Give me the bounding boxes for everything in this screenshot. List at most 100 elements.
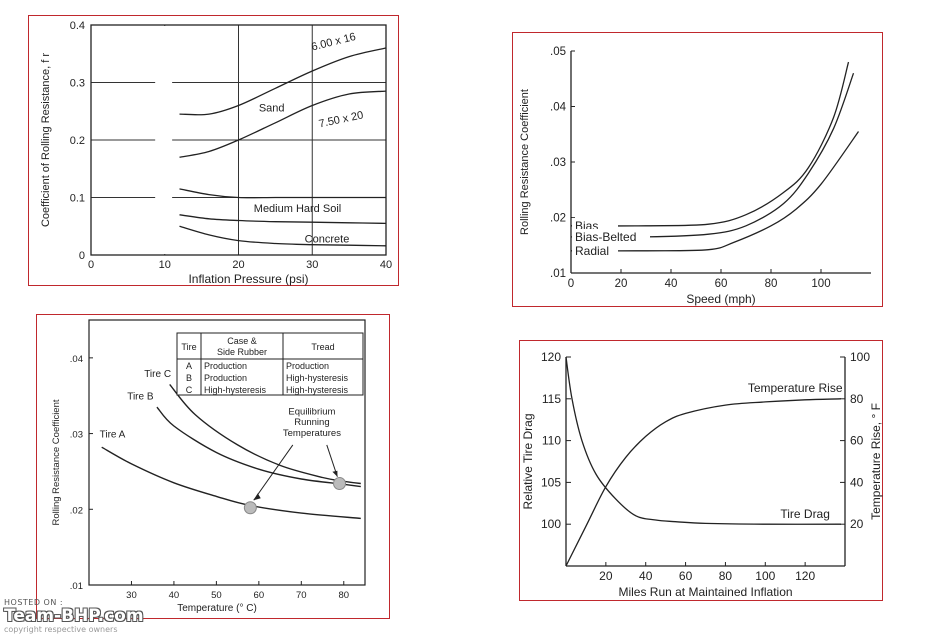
x-tick-label: 40 — [665, 278, 678, 290]
x-tick-label: 50 — [211, 590, 222, 601]
annotation-6-00x16: 6.00 x 16 — [310, 31, 357, 54]
annotation-temperatures: Temperatures — [283, 428, 341, 439]
series-label-bg — [572, 242, 618, 256]
y2-tick-label: 20 — [850, 517, 864, 531]
chart-inflation-pressure: 0 10 20 30 40 0 0.1 0.2 0.3 0.4 Inflation Pressure… — [40, 20, 392, 286]
series-label-bg — [572, 217, 618, 231]
annotation-concrete: Concrete — [305, 233, 350, 245]
annotation-running: Running — [294, 417, 329, 428]
y-axis-label: Coefficient of Rolling Resistance, f r — [40, 53, 52, 227]
series-line — [179, 90, 387, 158]
y-tick-label: 0.2 — [70, 135, 85, 147]
y-tick-label: .01 — [550, 268, 566, 280]
table-cell: B — [186, 373, 192, 383]
chart-panel-inflation: 0 10 20 30 40 0 0.1 0.2 0.3 0.4 Inflation Pressure… — [28, 15, 399, 286]
series-label-temperature-rise: Temperature Rise — [748, 381, 843, 395]
plot-frame — [88, 319, 366, 586]
series-label-bg — [572, 228, 650, 242]
y2-tick-label: 100 — [850, 350, 870, 364]
chart-temperature: 30 40 50 60 70 80 .01 .02 .03 .04 Temperature (° C… — [51, 319, 366, 614]
y2-tick-label: 60 — [850, 434, 864, 448]
x-tick-label: 80 — [765, 278, 778, 290]
x-axis-label: Temperature (° C) — [177, 603, 257, 614]
y-tick-label: 100 — [541, 517, 561, 531]
x-tick-label: 20 — [232, 259, 244, 271]
watermark: HOSTED ON : Team-BHP.com copyright respe… — [4, 598, 204, 636]
series-line — [565, 398, 842, 567]
y-tick-label: .02 — [550, 213, 566, 225]
y-tick-label: .03 — [70, 430, 83, 441]
x-tick-label: 70 — [296, 590, 307, 601]
y-axis-label: Relative Tire Drag — [521, 413, 535, 509]
series-line — [570, 72, 855, 238]
axis-break-gap — [155, 26, 173, 254]
legend-table — [176, 332, 364, 396]
chart-speed: 0 20 40 60 80 100 .01 .02 .03 .04 .05 Speed (mph) Ro… — [519, 46, 871, 306]
y-tick-label: .01 — [70, 581, 83, 592]
series-label: Bias-Belted — [575, 230, 636, 244]
x-tick-label: 60 — [715, 278, 728, 290]
y-tick-label: .03 — [550, 157, 566, 169]
y-tick-label: 120 — [541, 350, 561, 364]
table-header-tread: Tread — [311, 342, 334, 352]
y2-axis-label: Temperature Rise, ° F — [869, 403, 883, 520]
x-tick-label: 120 — [795, 569, 815, 583]
table-header-case: Case & — [227, 336, 257, 346]
series-line — [179, 214, 387, 225]
y-axis-label: Rolling Resistance Coefficient — [51, 399, 62, 525]
table-cell: Production — [204, 361, 247, 371]
table-cell: A — [186, 361, 192, 371]
y2-tick-label: 40 — [850, 475, 864, 489]
y-tick-label: .05 — [550, 46, 566, 58]
series-label: Radial — [575, 244, 609, 258]
table-cell: Production — [204, 373, 247, 383]
x-axis-label: Speed (mph) — [686, 292, 755, 306]
watermark-hosted: HOSTED ON : — [4, 598, 64, 607]
annotation-tire-b: Tire B — [127, 392, 154, 403]
annotation-7-50x20: 7.50 x 20 — [318, 109, 365, 130]
table-cell: High-hysteresis — [286, 373, 349, 383]
series-line — [179, 225, 387, 247]
table-cell: High-hysteresis — [204, 385, 267, 395]
x-tick-label: 30 — [306, 259, 318, 271]
x-tick-label: 20 — [615, 278, 628, 290]
chart-panel-speed: 0 20 40 60 80 100 .01 .02 .03 .04 .05 Speed (mph) Ro… — [512, 32, 883, 307]
x-tick-label: 60 — [679, 569, 693, 583]
annotation-medium-hard-soil: Medium Hard Soil — [254, 203, 341, 215]
series-line — [570, 131, 860, 252]
watermark-copyright: copyright respective owners — [4, 625, 118, 634]
series-line — [156, 406, 361, 488]
x-tick-label: 80 — [719, 569, 733, 583]
x-axis-label: Inflation Pressure (psi) — [188, 272, 308, 286]
watermark-logo: Team-BHP.com — [4, 606, 144, 626]
chart-miles-run: 20 40 60 80 100 120 100 105 110 115 120 20 40 60 80 100… — [521, 350, 883, 599]
x-tick-label: 10 — [159, 259, 171, 271]
x-tick-label: 20 — [599, 569, 613, 583]
plot-frame — [90, 24, 387, 256]
arrowhead — [332, 470, 338, 477]
annotation-tire-c: Tire C — [144, 369, 171, 380]
x-tick-label: 60 — [254, 590, 265, 601]
annotation-arrow — [253, 444, 294, 501]
x-tick-label: 0 — [568, 278, 574, 290]
table-cell: High-hysteresis — [286, 385, 349, 395]
annotation-sand: Sand — [259, 102, 285, 114]
equilibrium-marker — [243, 501, 257, 515]
y-tick-label: 105 — [541, 475, 561, 489]
x-tick-label: 80 — [338, 590, 349, 601]
y-tick-label: 115 — [542, 392, 561, 406]
y-tick-label: 0.4 — [70, 20, 85, 32]
y-tick-label: 0.1 — [70, 193, 85, 205]
y-tick-label: .04 — [70, 354, 83, 365]
table-header-case: Side Rubber — [217, 347, 267, 357]
chart-panel-temperature: 30 40 50 60 70 80 .01 .02 .03 .04 Temperature (° C… — [36, 314, 390, 619]
x-tick-label: 40 — [380, 259, 392, 271]
arrowhead — [253, 493, 261, 501]
y-tick-label: 0 — [79, 250, 85, 262]
series-line — [565, 356, 842, 525]
y2-tick-label: 80 — [850, 392, 864, 406]
annotation-equilibrium: Equilibrium — [288, 407, 335, 418]
x-tick-label: 40 — [169, 590, 180, 601]
y-tick-label: 110 — [542, 434, 561, 448]
series-line — [179, 188, 386, 199]
